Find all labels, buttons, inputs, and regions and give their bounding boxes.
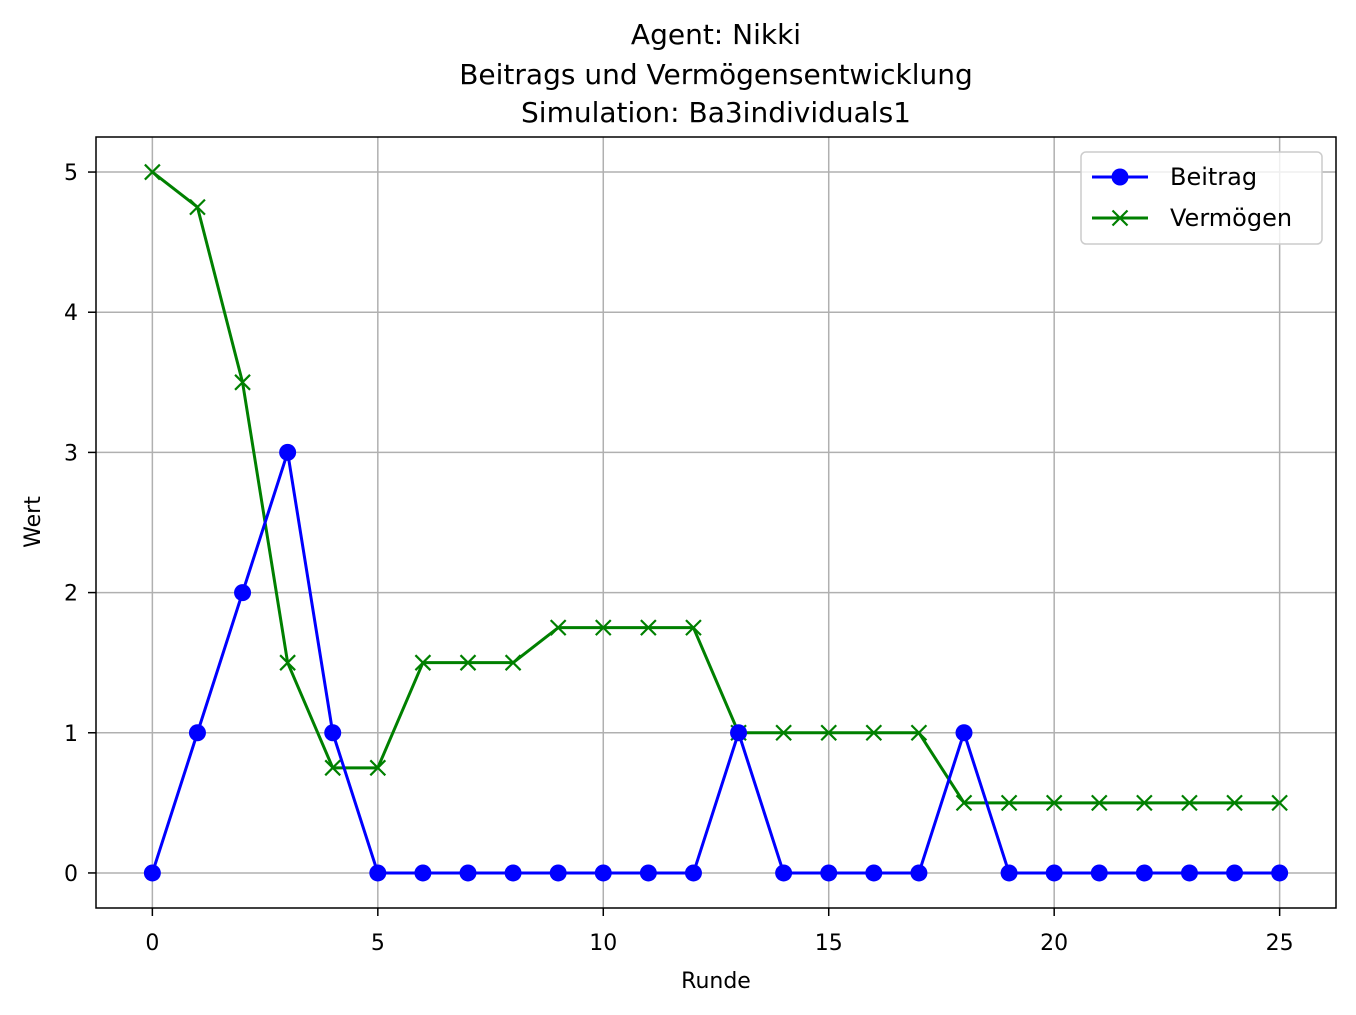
data-point xyxy=(234,374,251,391)
data-point xyxy=(775,864,793,882)
x-axis-label: Runde xyxy=(681,969,751,994)
data-point xyxy=(1000,794,1018,812)
data-point xyxy=(1136,794,1153,812)
x-tick-label: 20 xyxy=(1040,931,1068,956)
data-point xyxy=(955,724,973,742)
data-point xyxy=(910,724,928,742)
data-point xyxy=(1045,794,1063,812)
data-point xyxy=(1271,794,1288,812)
legend-entry: Beitrag xyxy=(1092,163,1257,191)
x-tick-label: 25 xyxy=(1266,931,1294,956)
data-point xyxy=(1135,864,1153,882)
data-point xyxy=(910,864,928,882)
data-point xyxy=(685,619,702,636)
data-point xyxy=(594,619,612,636)
data-point xyxy=(189,198,206,216)
plot-area-frame xyxy=(95,136,1337,909)
x-tick-label: 15 xyxy=(815,931,843,956)
data-point xyxy=(1226,864,1244,882)
data-point xyxy=(504,864,522,882)
data-point xyxy=(459,654,477,671)
data-point xyxy=(279,443,297,461)
data-point xyxy=(775,724,792,742)
series-beitrag xyxy=(143,443,1289,882)
y-tick-label: 0 xyxy=(64,862,78,887)
title-line-3: Simulation: Ba3individuals1 xyxy=(521,96,911,129)
data-point xyxy=(188,724,206,742)
data-point xyxy=(143,864,161,882)
data-point xyxy=(1045,864,1063,882)
y-tick-label: 3 xyxy=(64,441,78,466)
data-point xyxy=(234,584,252,602)
series-line xyxy=(151,170,1280,805)
data-point xyxy=(730,724,748,742)
data-point xyxy=(144,163,161,181)
data-point xyxy=(369,864,387,882)
y-axis-label: Wert xyxy=(21,496,46,548)
data-point xyxy=(865,864,883,882)
y-tick-label: 2 xyxy=(64,582,78,607)
axis-ticks: 0 5 10 15 20 25 0 1 2 3 4 5 xyxy=(64,161,1294,956)
legend: Beitrag Vermögen xyxy=(1080,151,1323,245)
legend-box xyxy=(1080,151,1323,245)
data-point xyxy=(639,864,657,882)
data-point xyxy=(549,864,567,882)
data-point xyxy=(414,864,432,882)
data-point xyxy=(504,654,522,671)
legend-label: Vermögen xyxy=(1170,204,1292,232)
data-point xyxy=(414,654,432,671)
data-point xyxy=(549,619,567,636)
x-tick-label: 5 xyxy=(371,931,385,956)
y-tick-label: 4 xyxy=(64,301,78,326)
series-group xyxy=(143,163,1289,882)
data-point xyxy=(865,724,883,742)
data-point xyxy=(820,864,838,882)
series-vermoegen xyxy=(144,163,1288,812)
legend-marker xyxy=(1111,209,1129,227)
x-tick-label: 0 xyxy=(145,931,159,956)
data-point xyxy=(1180,864,1198,882)
data-point xyxy=(955,794,973,812)
title-line-1: Agent: Nikki xyxy=(631,18,801,51)
legend-marker xyxy=(1111,168,1129,186)
x-tick-label: 10 xyxy=(589,931,617,956)
data-point xyxy=(640,619,657,636)
y-tick-label: 5 xyxy=(64,161,78,186)
legend-entry: Vermögen xyxy=(1092,204,1292,232)
data-point xyxy=(369,759,387,777)
legend-label: Beitrag xyxy=(1170,163,1257,191)
grid-lines xyxy=(96,137,1336,908)
data-point xyxy=(1090,864,1108,882)
data-point xyxy=(684,864,702,882)
data-point xyxy=(459,864,477,882)
data-point xyxy=(1000,864,1018,882)
data-point xyxy=(279,654,296,671)
data-point xyxy=(324,724,342,742)
data-point xyxy=(1226,794,1243,812)
data-point xyxy=(1090,794,1108,812)
series-line xyxy=(150,450,1280,875)
data-point xyxy=(1271,864,1289,882)
data-point xyxy=(594,864,612,882)
data-point xyxy=(820,724,838,742)
y-tick-label: 1 xyxy=(64,722,78,747)
title-line-2: Beitrags und Vermögensentwicklung xyxy=(459,58,973,91)
data-point xyxy=(324,759,342,777)
data-point xyxy=(1181,794,1198,812)
chart-title: Agent: Nikki Beitrags und Vermögensentwi… xyxy=(459,18,973,129)
